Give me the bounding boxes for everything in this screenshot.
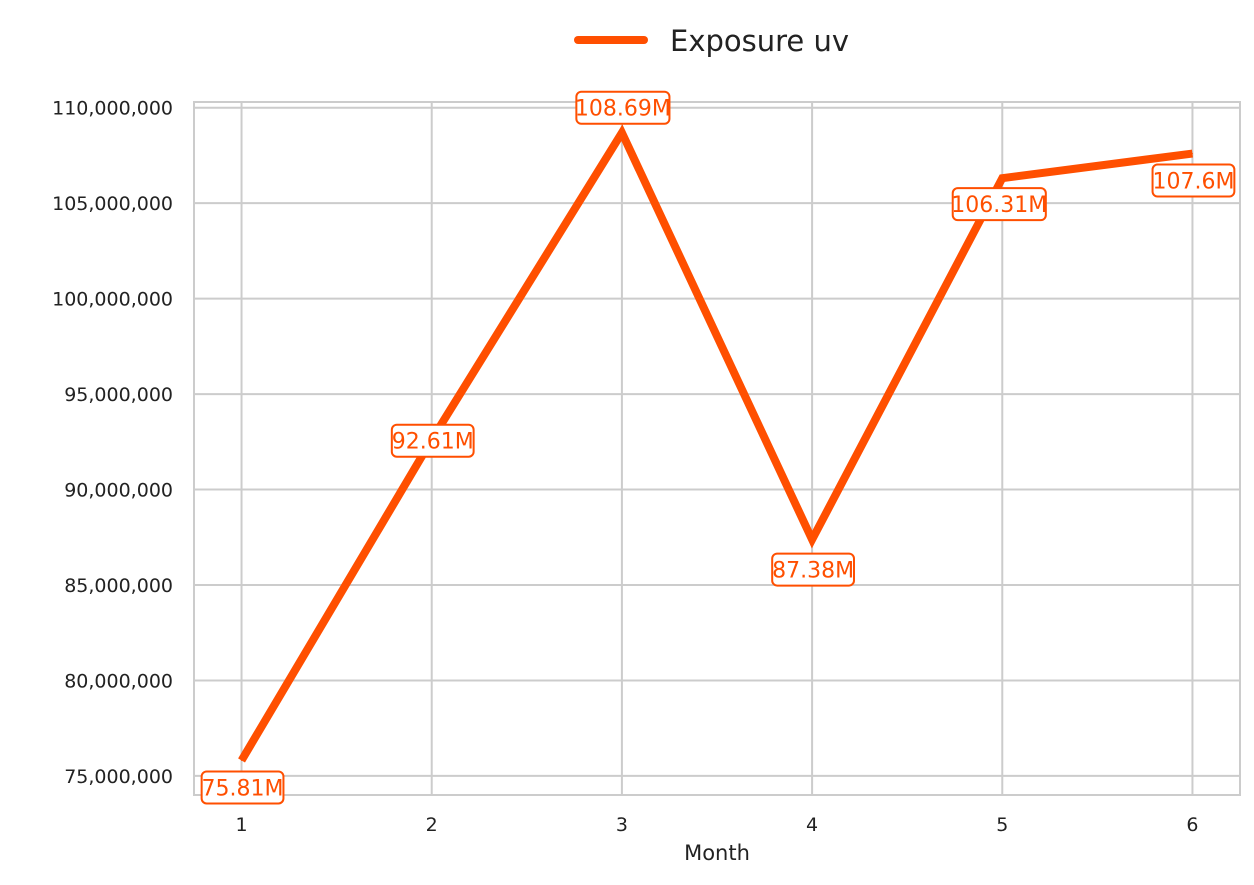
- data-label-text: 106.31M: [951, 193, 1047, 218]
- data-point: [811, 539, 813, 541]
- data-label: 108.69M: [575, 90, 671, 125]
- data-label: 75.81M: [200, 770, 285, 805]
- data-label-text: 107.6M: [1152, 170, 1234, 195]
- legend-label: Exposure uv: [670, 24, 849, 58]
- plot-frame: [193, 101, 1241, 796]
- data-label: 106.31M: [951, 187, 1047, 222]
- y-tick-label: 80,000,000: [64, 670, 173, 692]
- data-label-text: 108.69M: [575, 97, 671, 122]
- data-label-box: [771, 552, 855, 587]
- x-tick-label: 2: [426, 814, 438, 836]
- y-tick-label: 90,000,000: [64, 480, 173, 502]
- y-tick-label: 105,000,000: [52, 193, 173, 215]
- x-tick-label: 6: [1186, 814, 1198, 836]
- data-label-box: [1151, 163, 1236, 198]
- data-label-box: [951, 187, 1047, 222]
- data-point: [621, 132, 623, 134]
- data-point: [1001, 177, 1003, 179]
- data-label: 107.6M: [1151, 163, 1236, 198]
- series-layer: [238, 124, 1193, 763]
- data-point: [1191, 153, 1193, 155]
- data-label-box: [575, 90, 671, 125]
- y-tick-label: 85,000,000: [64, 575, 173, 597]
- x-axis-ticks: 1 2 3 4 5 6: [235, 814, 1198, 836]
- y-tick-label: 95,000,000: [64, 384, 173, 406]
- data-label: 87.38M: [771, 552, 855, 587]
- x-axis-label: Month: [684, 841, 750, 865]
- data-label-box: [390, 423, 475, 458]
- x-tick-label: 4: [806, 814, 818, 836]
- data-label-text: 92.61M: [392, 430, 474, 455]
- data-label: 92.61M: [390, 423, 475, 458]
- data-label-text: 75.81M: [202, 776, 284, 801]
- x-tick-label: 1: [235, 814, 247, 836]
- legend: Exposure uv: [574, 24, 849, 58]
- y-axis-ticks: 75,000,000 80,000,000 85,000,000 90,000,000…: [52, 98, 173, 788]
- y-tick-label: 110,000,000: [52, 98, 173, 120]
- x-tick-label: 5: [996, 814, 1008, 836]
- series-line-exposure-uv: [238, 124, 1193, 763]
- y-tick-label: 100,000,000: [52, 289, 173, 311]
- data-label-box: [200, 770, 285, 805]
- y-tick-label: 75,000,000: [64, 766, 173, 788]
- grid: [194, 102, 1240, 795]
- data-labels: 75.81M 92.61M 108.69M 87.38M 106.31M 107.6M: [200, 90, 1236, 805]
- data-label-text: 87.38M: [772, 559, 854, 584]
- x-tick-label: 3: [616, 814, 628, 836]
- data-point: [241, 759, 243, 761]
